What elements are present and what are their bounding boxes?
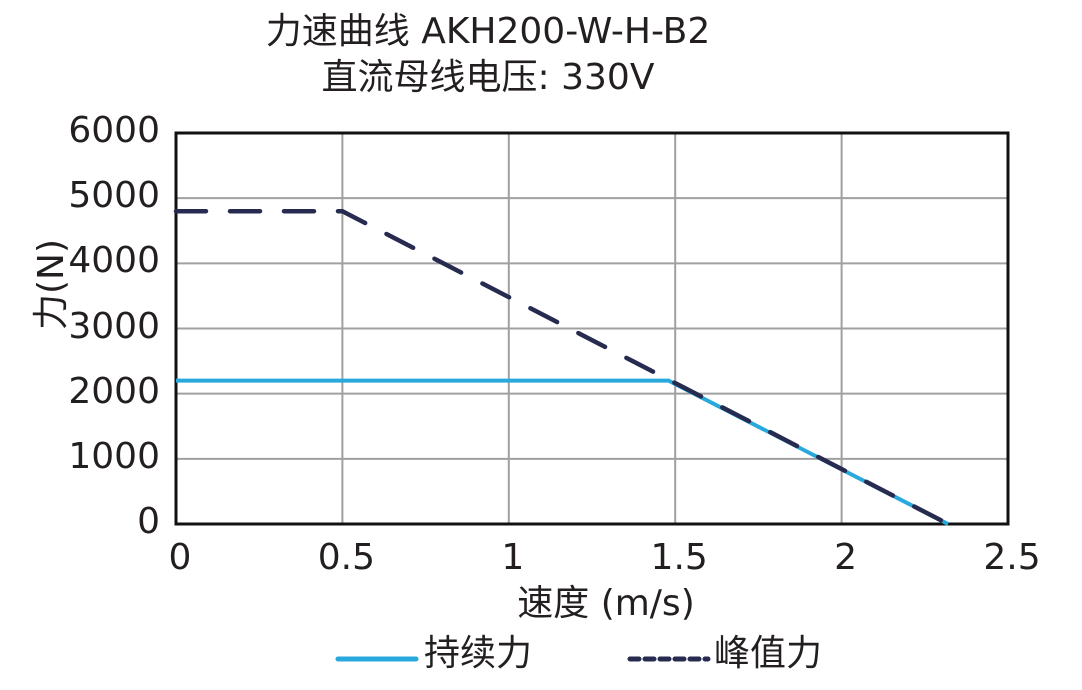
series-continuous-line <box>176 378 950 526</box>
x-axis-label: 速度 (m/s) <box>517 583 695 624</box>
chart-title: 力速曲线 AKH200-W-H-B2 <box>265 11 711 52</box>
x-tick-label: 2 <box>834 537 858 578</box>
x-tick-label: 2.5 <box>983 537 1041 578</box>
chart-subtitle: 直流母线电压: 330V <box>321 57 655 98</box>
y-tick-label: 0 <box>137 501 160 542</box>
x-tick-label: 1 <box>501 537 525 578</box>
legend-peak-label: 峰值力 <box>714 633 823 674</box>
y-tick-label: 6000 <box>68 110 160 151</box>
series-peak-line <box>173 208 951 527</box>
y-tick-label: 5000 <box>68 175 160 217</box>
y-tick-label: 4000 <box>68 240 160 282</box>
legend-continuous-label: 持续力 <box>424 633 533 674</box>
y-tick-label: 3000 <box>68 305 160 347</box>
y-tick-label: 2000 <box>68 370 160 412</box>
x-tick-label: 0.5 <box>317 537 376 578</box>
x-tick-label: 0 <box>168 537 192 578</box>
y-tick-label: 1000 <box>68 435 160 477</box>
x-tick-label: 1.5 <box>650 537 708 578</box>
y-axis-label: 力(N) <box>31 238 72 330</box>
plot-frame <box>174 131 1010 526</box>
